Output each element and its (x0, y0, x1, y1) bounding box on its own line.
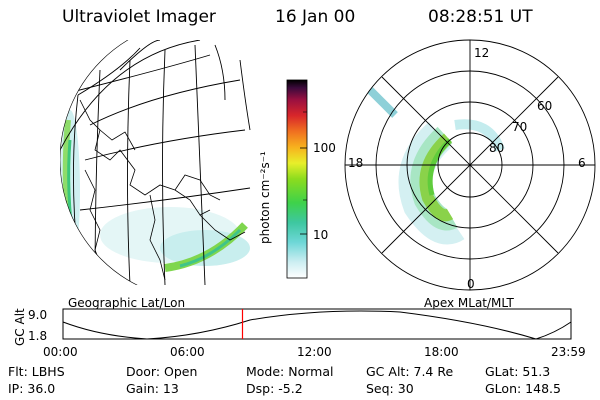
colorbar-unit-label: photon cm⁻²s⁻¹ (258, 151, 272, 244)
lat-label-60: 60 (537, 99, 553, 113)
mlt-label-12: 12 (474, 46, 490, 60)
altitude-tick-low: 1.8 (28, 329, 48, 343)
colorbar-tick-10: 10 (313, 228, 329, 242)
time-tick-1200: 12:00 (297, 345, 332, 359)
date-label: 16 Jan 00 (275, 7, 356, 27)
aurora-emission (60, 110, 250, 270)
right-panel-caption: Apex MLat/MLT (424, 296, 514, 310)
status-door: Door: Open (126, 364, 198, 379)
mlt-label-18: 18 (348, 156, 364, 170)
mlt-label-0: 0 (467, 277, 475, 291)
status-glat: GLat: 51.3 (485, 364, 551, 379)
time-tick-0000: 00:00 (43, 345, 78, 359)
time-tick-0600: 06:00 (170, 345, 205, 359)
time-tick-2359: 23:59 (551, 345, 586, 359)
status-dsp: Dsp: -5.2 (246, 381, 303, 396)
lat-label-70: 70 (512, 120, 528, 134)
altitude-curve (62, 310, 572, 340)
status-glon: GLon: 148.5 (485, 381, 561, 396)
graticule (60, 40, 251, 285)
altitude-tick-high: 9.0 (28, 308, 48, 322)
altitude-axis-label: GC Alt (13, 308, 27, 346)
aurora-band-south (164, 222, 248, 272)
time-tick-1800: 18:00 (424, 345, 459, 359)
auroral-oval (367, 87, 505, 245)
aurora-band-west (62, 119, 75, 266)
time-label: 08:28:51 UT (428, 7, 533, 27)
status-ip: IP: 36.0 (8, 381, 56, 396)
left-panel-caption: Geographic Lat/Lon (68, 296, 186, 310)
mlt-label-6: 6 (578, 156, 586, 170)
coastline (79, 99, 246, 281)
status-filter: Flt: LBHS (8, 364, 65, 379)
status-gain: Gain: 13 (126, 381, 179, 396)
status-seq: Seq: 30 (366, 381, 414, 396)
lat-label-80: 80 (489, 141, 505, 155)
status-mode: Mode: Normal (246, 364, 334, 379)
instrument-title: Ultraviolet Imager (62, 7, 216, 27)
colorbar-tick-100: 100 (313, 141, 336, 155)
status-gc-alt: GC Alt: 7.4 Re (366, 364, 454, 379)
